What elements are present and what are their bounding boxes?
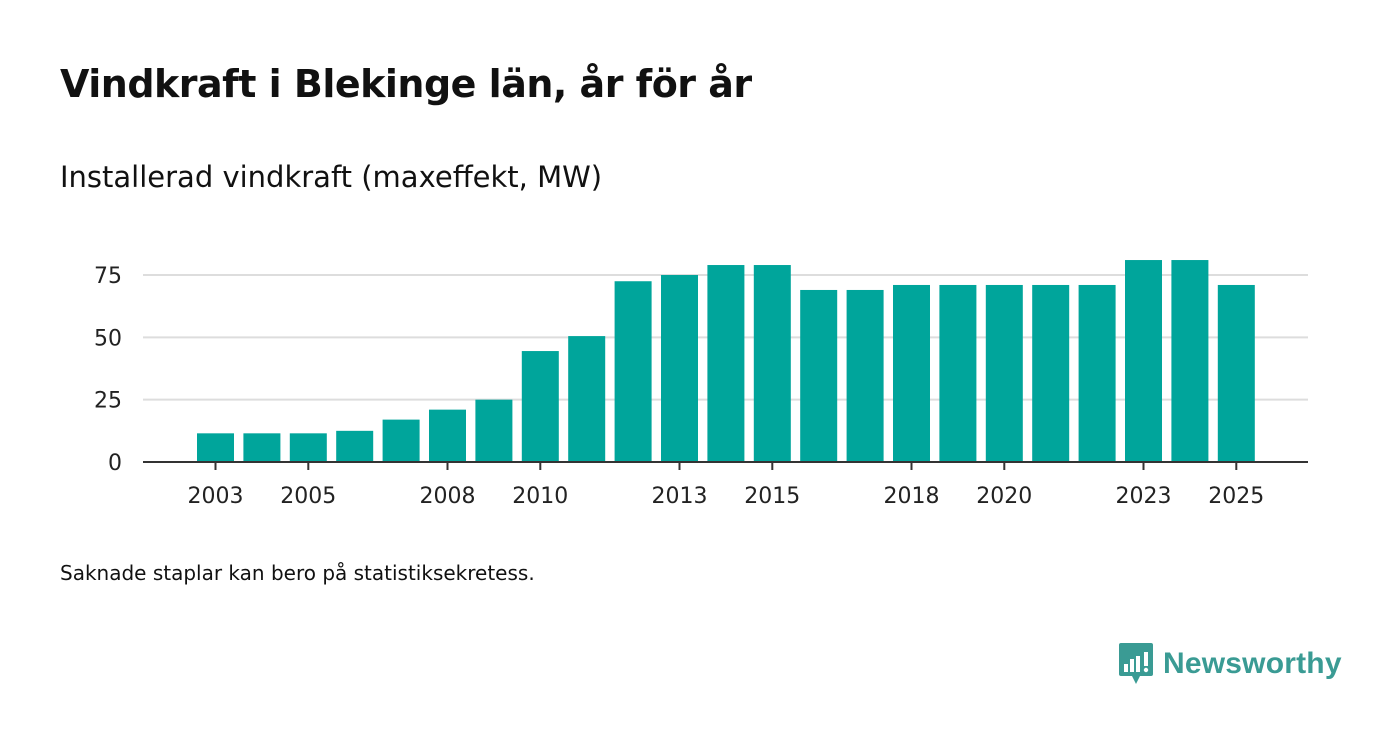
footnote: Saknade staplar kan bero på statistiksek…: [60, 561, 535, 585]
newsworthy-logo-icon: [1119, 643, 1153, 684]
chart-subtitle: Installerad vindkraft (maxeffekt, MW): [60, 160, 603, 194]
bar-2021: [1032, 284, 1070, 462]
x-tick-label: 2003: [188, 484, 244, 509]
chart-title: Vindkraft i Blekinge län, år för år: [60, 62, 752, 106]
bar-2024: [1171, 260, 1209, 462]
bar-2018: [893, 284, 930, 462]
bar-2023: [1125, 260, 1162, 462]
brand-name: Newsworthy: [1163, 647, 1342, 680]
bar-chart: 2003 2005 2008 2010 2013 2015 2018 2020 2023 2025…: [94, 260, 1308, 509]
bar-2004: [243, 433, 281, 462]
bar-2008: [429, 409, 466, 462]
y-ticks: 0 25 50 75: [94, 264, 122, 476]
y-tick-label: 25: [94, 389, 122, 414]
bar-2005: [289, 433, 327, 462]
bar-2022: [1078, 284, 1116, 462]
bar-2007: [382, 419, 420, 462]
bar-2010: [521, 351, 559, 462]
bar-2016: [800, 289, 838, 462]
bar-2006: [336, 430, 374, 462]
newsworthy-logo[interactable]: Newsworthy: [1118, 642, 1342, 686]
x-tick-label: 2013: [652, 484, 708, 509]
bar-2013: [661, 275, 698, 462]
y-tick-label: 0: [108, 451, 122, 476]
bar-2025: [1217, 284, 1255, 462]
x-tick-label: 2023: [1116, 484, 1172, 509]
bar-2014: [707, 265, 745, 462]
x-tick-label: 2005: [280, 484, 336, 509]
x-tick-label: 2010: [512, 484, 568, 509]
y-tick-label: 50: [94, 326, 122, 351]
bar-2009: [475, 399, 513, 462]
bar-2011: [568, 336, 606, 462]
x-tick-label: 2025: [1208, 484, 1264, 509]
bar-2020: [985, 284, 1023, 462]
bars: [197, 260, 1255, 462]
bar-2012: [614, 281, 652, 462]
y-tick-label: 75: [94, 264, 122, 289]
x-ticks: 2003 2005 2008 2010 2013 2015 2018 2020 2023 2025: [188, 462, 1264, 509]
x-tick-label: 2020: [976, 484, 1032, 509]
x-tick-label: 2015: [744, 484, 800, 509]
x-tick-label: 2008: [420, 484, 476, 509]
x-tick-label: 2018: [884, 484, 940, 509]
bar-2003: [197, 433, 234, 462]
bar-2015: [753, 265, 791, 462]
bar-2019: [939, 284, 977, 462]
bar-2017: [846, 289, 884, 462]
